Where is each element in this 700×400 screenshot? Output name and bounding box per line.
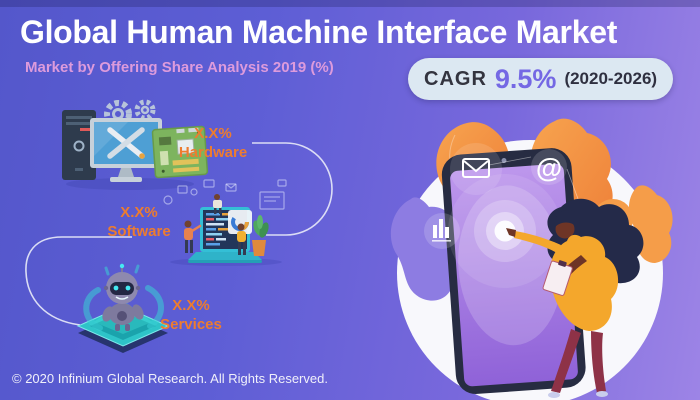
page-subtitle: Market by Offering Share Analysis 2019 (… [25,59,334,76]
hardware-shadow [66,178,194,190]
cagr-label: CAGR [424,67,487,90]
monitor-repair-icon [90,118,162,182]
dress [549,234,619,331]
envelope-halo [450,143,502,195]
hardware-illustration [62,99,209,190]
services-label: Services [160,316,222,333]
laptop-code-icon [188,207,262,263]
camera-dot [501,157,507,163]
services-share: X.X% [172,297,210,314]
at-icon: @ [536,153,562,183]
floating-ui-icons [163,179,287,210]
pointing-arm [514,231,561,253]
cagr-badge: CAGR 9.5% (2020-2026) [408,58,674,100]
phone-icon [441,148,586,394]
at-halo [531,149,567,185]
person-sitting-on-screen [213,194,222,214]
motherboard-icon [151,125,209,179]
leg-left [551,329,581,393]
segment-services: X.X% Services [155,296,227,334]
developer-person-right [237,223,246,255]
cagr-period: (2020-2026) [564,69,658,88]
smartphone-illustration: @ [390,118,673,400]
plant-icon [252,215,269,256]
hardware-label: Hardware [178,144,248,161]
services-illustration [76,263,170,353]
shoe-right [596,391,608,397]
software-label: Software [107,223,171,240]
hair-front [554,209,580,227]
segment-software: X.X% Software [103,203,175,241]
gauge-card-icon [228,210,252,234]
page-title: Global Human Machine Interface Market [20,14,618,50]
developer-person-left [184,220,202,253]
envelope-outline-icon [225,183,237,192]
computer-tower-icon [62,110,96,180]
woman-illustration [506,198,644,398]
bar-chart-icon [424,213,460,249]
leg-right [591,331,606,393]
connector-software-services [25,236,132,326]
footer-copyright: © 2020 Infinium Global Research. All Rig… [12,371,328,386]
energy-swirl-icon [83,264,164,331]
touch-point-icon [448,174,562,288]
face [555,219,575,239]
clipboard-icon [542,260,573,296]
envelope-icon [462,158,490,178]
cagr-value: 9.5% [494,63,557,94]
robot-icon [102,263,144,331]
pointing-hand [506,228,516,237]
hardware-share: X.X% [194,125,232,142]
connector-hardware-software [252,142,333,236]
shoe-left [548,392,560,398]
software-share: X.X% [120,204,158,221]
segment-hardware: X.X% Hardware [177,124,249,162]
software-illustration [163,179,287,266]
top-accent-strip [0,0,700,7]
